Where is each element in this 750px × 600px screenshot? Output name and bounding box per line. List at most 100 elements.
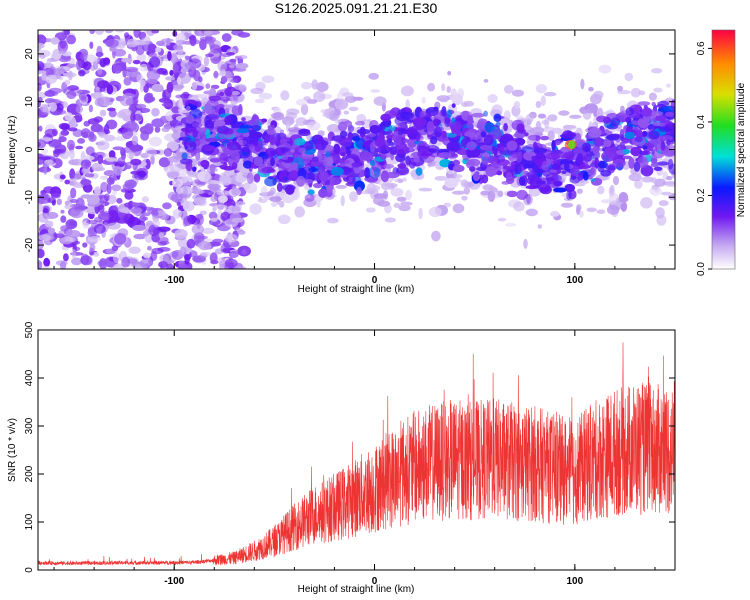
heatmap-cell [338,159,351,165]
heatmap-cell [106,177,115,185]
heatmap-cell [607,204,620,215]
heatmap-cell [93,116,104,123]
heatmap-cell [304,179,314,184]
heatmap-cell [654,178,666,187]
heatmap-cell [394,178,403,183]
heatmap-cell [40,103,48,113]
heatmap-cell [82,61,92,71]
heatmap-cell [106,222,121,230]
heatmap-cell [184,55,190,61]
heatmap-cell [668,163,675,175]
heatmap-cell [213,70,219,79]
heatmap-cell [158,232,164,239]
heatmap-cell [553,180,563,187]
heatmap-cell [191,186,202,193]
heatmap-cell [564,162,570,171]
heatmap-cell [656,161,669,166]
heatmap-cell [466,141,477,151]
heatmap-cell [666,83,671,88]
heatmap-cell [513,101,521,109]
heatmap-cell [620,201,628,212]
heatmap-cell [136,53,147,62]
heatmap-cell [342,92,354,98]
colorbar-ticks: 0.0 0.2 0.4 0.6 [696,41,712,276]
heatmap-cell [206,137,218,143]
heatmap-cell [94,186,101,196]
heatmap-cell [231,187,241,196]
heatmap-cell [175,94,185,99]
heatmap-cell [219,91,225,97]
heatmap-cell [64,79,71,86]
heatmap-cell [67,127,78,132]
heatmap-cell [38,156,51,161]
heatmap-cell [218,175,233,183]
heatmap-cell [67,230,81,238]
heatmap-cell [380,113,392,122]
heatmap-cell [494,167,506,173]
heatmap-cells [38,30,675,269]
heatmap-cell [38,203,44,213]
heatmap-cell [434,126,442,138]
heatmap-cell [44,220,54,228]
heatmap-cell [199,39,207,51]
heatmap-cell [549,169,558,174]
heatmap-cell [547,114,558,122]
heatmap-cell [66,34,76,45]
heatmap-cell [288,170,300,182]
heatmap-cell [658,126,671,132]
heatmap-cell [400,111,414,120]
heatmap-cell [628,157,635,169]
heatmap-cell [270,112,282,119]
heatmap-cell [186,105,191,111]
snr-y-axis-label: SNR (10 * v/v) [7,418,18,482]
y-tick-label: 400 [24,369,35,386]
heatmap-cell [564,184,575,192]
heatmap-cell [104,30,114,34]
heatmap-cell [147,43,157,54]
heatmap-cell [58,50,67,55]
heatmap-cell [651,111,664,116]
heatmap-cell [115,30,125,33]
heatmap-cell [378,160,385,166]
heatmap-cell [192,129,198,139]
heatmap-cell [124,66,139,72]
heatmap-cell [53,109,67,115]
heatmap-cell [203,30,213,35]
heatmap-cell [648,92,658,101]
heatmap-cell [140,131,150,141]
heatmap-cell [531,155,538,161]
heatmap-cell [630,87,641,98]
heatmap-cell [347,124,355,132]
heatmap-cell [593,137,605,148]
heatmap-cell [610,117,620,127]
heatmap-cell [155,236,169,244]
heatmap-cell [400,201,413,206]
heatmap-y-ticks: 20 10 0 -10 -20 [24,48,675,252]
heatmap-cell [105,157,117,162]
heatmap-cell [535,100,542,109]
heatmap-cell [476,166,489,172]
heatmap-cell [94,56,99,64]
heatmap-cell [74,112,83,122]
heatmap-cell [217,195,228,203]
heatmap-cell [340,152,346,157]
heatmap-cell [69,148,75,160]
heatmap-cell [441,106,447,117]
heatmap-cell [458,158,464,163]
heatmap-cell [132,224,147,231]
heatmap-cell [207,191,215,196]
heatmap-cell [113,165,122,176]
heatmap-cell [311,79,319,90]
heatmap-cell [45,74,57,84]
heatmap-cell [318,188,328,198]
heatmap-cell [40,38,54,43]
heatmap-cell [151,30,159,34]
heatmap-cell [229,58,237,63]
heatmap-cell [185,161,193,172]
heatmap-cell [512,89,524,97]
heatmap-cell [80,255,92,266]
heatmap-cell [199,210,207,216]
heatmap-cell [214,204,228,210]
heatmap-cell [77,138,86,144]
heatmap-cell [597,185,605,195]
